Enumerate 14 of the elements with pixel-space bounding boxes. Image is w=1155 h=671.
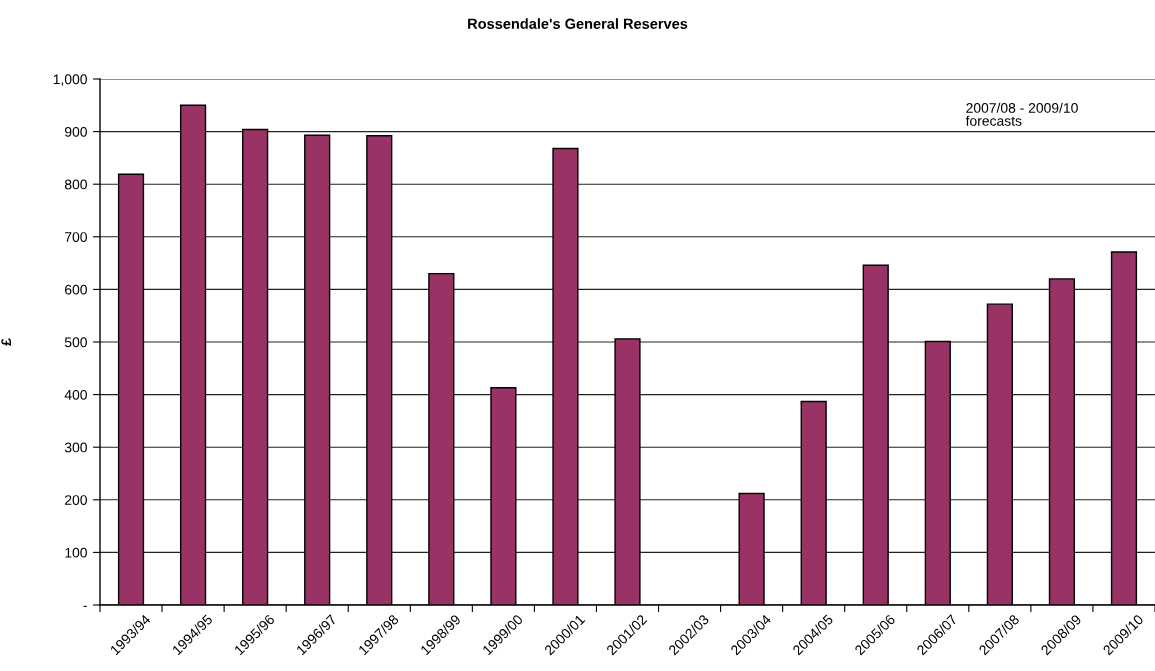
y-tick-label: - [83, 605, 87, 607]
y-tick-label: 800 [64, 179, 87, 190]
y-tick-label: 300 [64, 442, 87, 453]
annotation: 2007/08 - 2009/10 forecasts [965, 102, 1078, 126]
y-tick-label: 100 [65, 547, 87, 558]
y-tick-label: 400 [64, 389, 87, 400]
y-axis-title: £ [1, 338, 11, 346]
y-tick-label: 700 [65, 232, 87, 242]
y-tick-label: 200 [65, 495, 87, 505]
y-tick-label: 500 [64, 337, 87, 348]
chart-title: Rossendale's General Reserves [468, 18, 688, 29]
y-tick-label: 1,000 [53, 74, 87, 86]
y-tick-label: 600 [65, 284, 87, 295]
y-tick-label: 900 [64, 126, 87, 137]
